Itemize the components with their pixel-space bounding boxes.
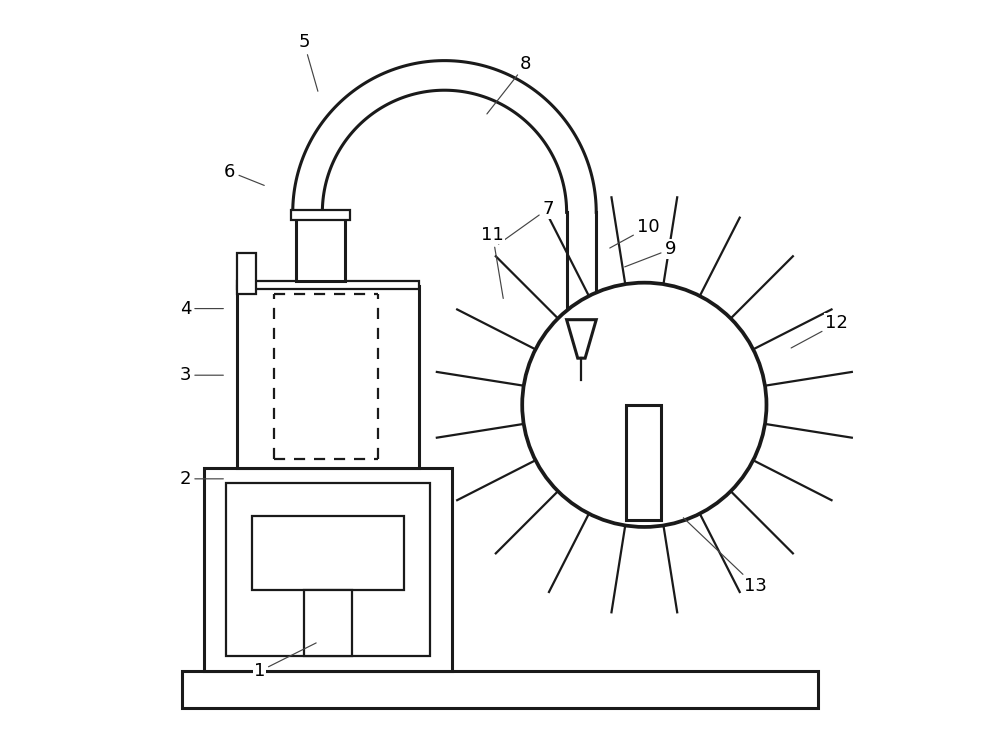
Bar [291, 210, 350, 220]
Text: 6: 6 [224, 163, 264, 186]
Text: 12: 12 [791, 314, 848, 348]
Bar [296, 218, 345, 281]
Bar [226, 482, 430, 657]
Text: 9: 9 [625, 241, 676, 267]
Text: 13: 13 [683, 518, 767, 595]
Text: 5: 5 [298, 33, 318, 91]
Bar [252, 516, 404, 590]
Text: 1: 1 [254, 643, 316, 681]
Bar [237, 253, 256, 293]
Bar [304, 590, 352, 657]
Text: 3: 3 [180, 366, 223, 384]
Bar [237, 281, 419, 288]
Bar [182, 671, 818, 708]
Bar [237, 286, 419, 468]
Bar [204, 468, 452, 671]
Text: 4: 4 [180, 299, 223, 317]
Circle shape [522, 282, 766, 527]
Polygon shape [567, 319, 596, 358]
Bar [626, 405, 661, 519]
Text: 7: 7 [499, 200, 554, 244]
Text: 10: 10 [610, 218, 659, 248]
Text: 11: 11 [481, 226, 504, 299]
Text: 2: 2 [180, 470, 223, 488]
Text: 8: 8 [487, 55, 532, 114]
